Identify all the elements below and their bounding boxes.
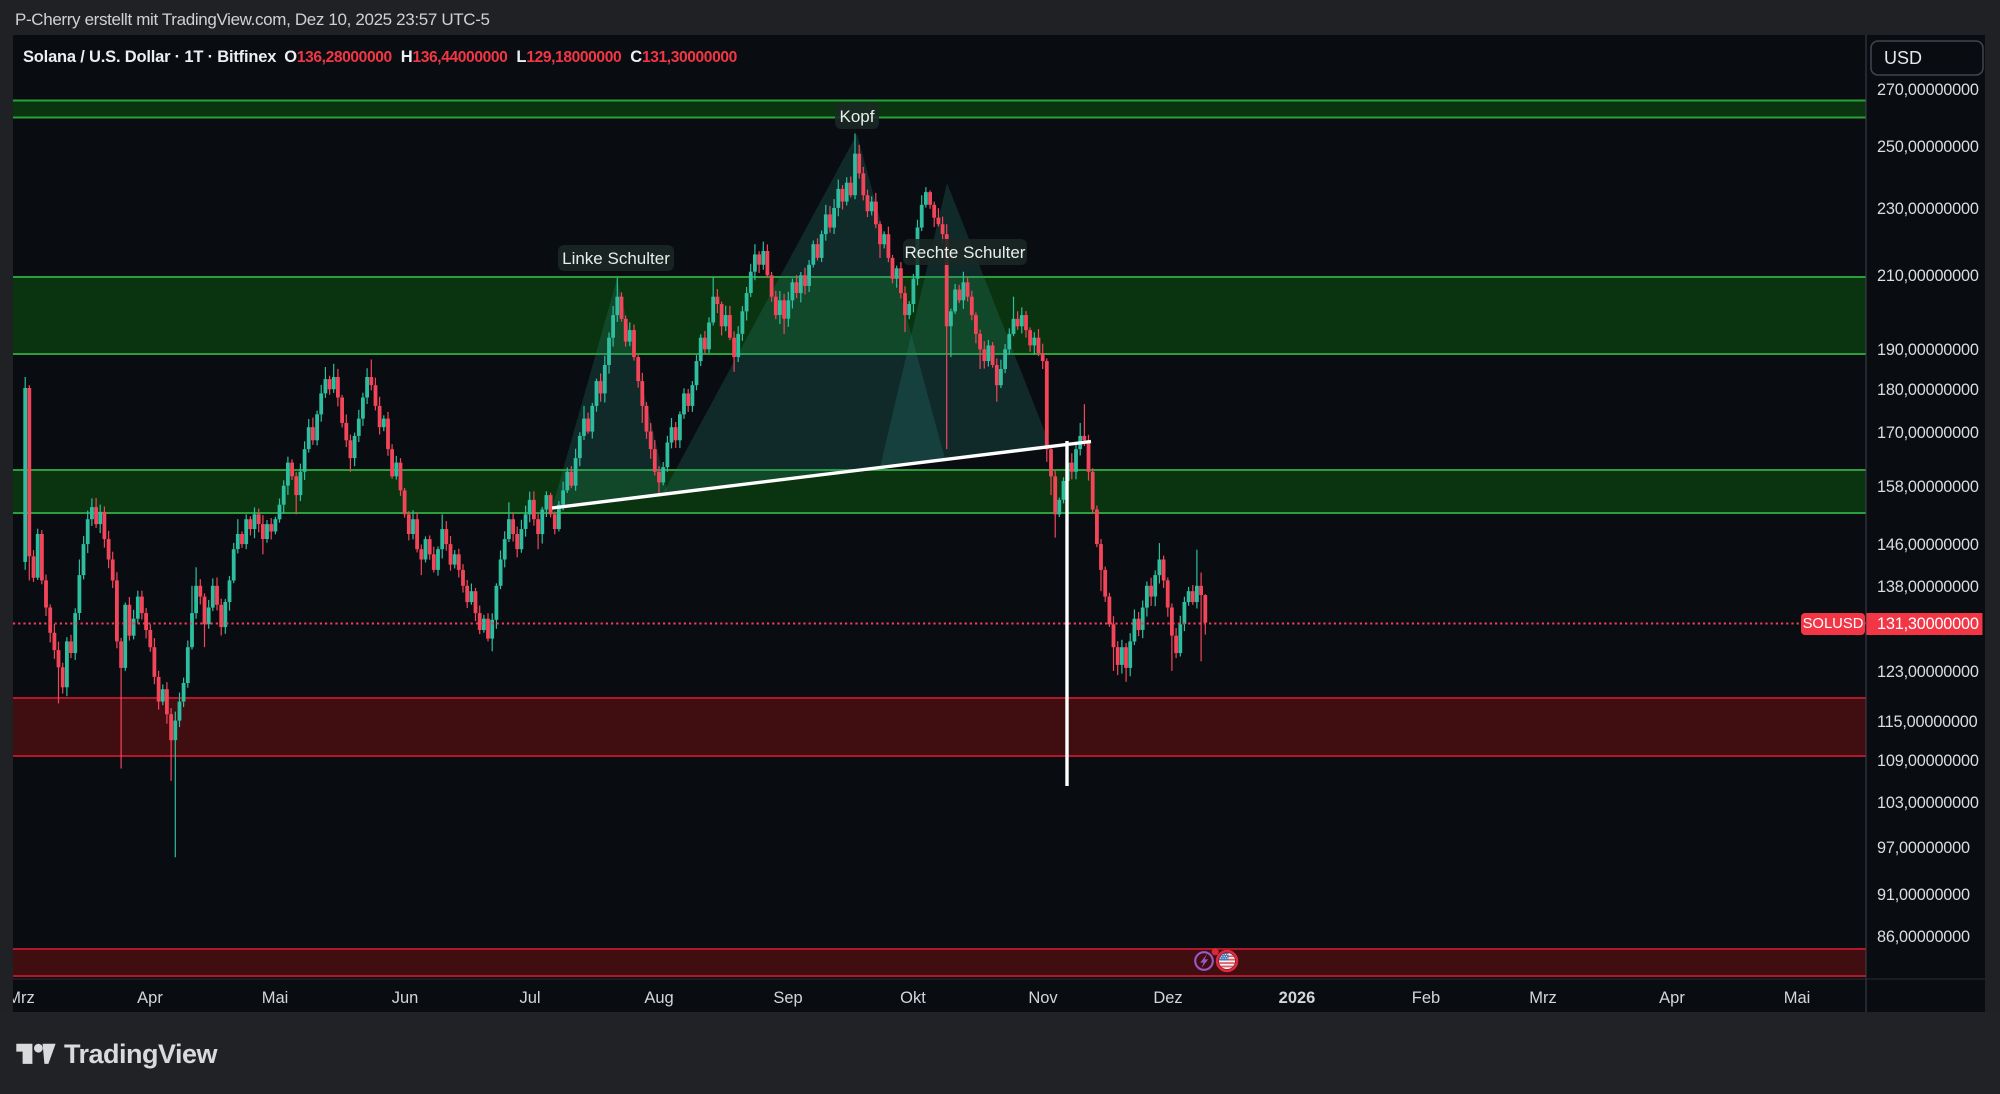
svg-text:158,00000000: 158,00000000 bbox=[1877, 478, 1979, 496]
svg-text:210,00000000: 210,00000000 bbox=[1877, 267, 1979, 285]
svg-text:Rechte Schulter: Rechte Schulter bbox=[905, 243, 1026, 262]
svg-text:USD: USD bbox=[1884, 48, 1922, 68]
svg-text:Jun: Jun bbox=[392, 989, 419, 1007]
svg-text:230,00000000: 230,00000000 bbox=[1877, 200, 1979, 218]
svg-text:115,00000000: 115,00000000 bbox=[1877, 713, 1978, 731]
svg-text:Sep: Sep bbox=[773, 989, 802, 1007]
svg-text:Linke Schulter: Linke Schulter bbox=[562, 249, 670, 268]
svg-text:270,00000000: 270,00000000 bbox=[1877, 81, 1979, 99]
svg-text:146,00000000: 146,00000000 bbox=[1877, 536, 1979, 554]
svg-text:97,00000000: 97,00000000 bbox=[1877, 839, 1970, 857]
svg-text:131,30000000: 131,30000000 bbox=[1877, 615, 1979, 633]
svg-text:Mrz: Mrz bbox=[1529, 989, 1557, 1007]
svg-text:180,00000000: 180,00000000 bbox=[1877, 381, 1979, 399]
svg-text:Dez: Dez bbox=[1153, 989, 1182, 1007]
svg-text:103,00000000: 103,00000000 bbox=[1877, 794, 1979, 812]
svg-text:Okt: Okt bbox=[900, 989, 926, 1007]
svg-text:Apr: Apr bbox=[137, 989, 163, 1007]
svg-text:SOLUSD: SOLUSD bbox=[1803, 616, 1864, 632]
svg-text:Aug: Aug bbox=[644, 989, 673, 1007]
svg-text:138,00000000: 138,00000000 bbox=[1877, 578, 1979, 596]
svg-text:91,00000000: 91,00000000 bbox=[1877, 886, 1970, 904]
svg-text:123,00000000: 123,00000000 bbox=[1877, 663, 1979, 681]
svg-text:Kopf: Kopf bbox=[840, 107, 875, 126]
svg-text:250,00000000: 250,00000000 bbox=[1877, 138, 1979, 156]
svg-text:170,00000000: 170,00000000 bbox=[1877, 424, 1979, 442]
svg-text:Apr: Apr bbox=[1659, 989, 1685, 1007]
svg-text:Mai: Mai bbox=[1784, 989, 1811, 1007]
svg-text:Nov: Nov bbox=[1028, 989, 1058, 1007]
svg-text:Solana / U.S. Dollar · 1T · Bi: Solana / U.S. Dollar · 1T · Bitfinex O136… bbox=[23, 48, 738, 66]
svg-text:Mrz: Mrz bbox=[7, 989, 35, 1007]
svg-text:Jul: Jul bbox=[519, 989, 540, 1007]
svg-text:109,00000000: 109,00000000 bbox=[1877, 752, 1979, 770]
svg-text:2026: 2026 bbox=[1279, 989, 1316, 1007]
svg-text:Mai: Mai bbox=[262, 989, 289, 1007]
svg-text:P-Cherry erstellt mit TradingV: P-Cherry erstellt mit TradingView.com, D… bbox=[15, 10, 490, 29]
svg-text:TradingView: TradingView bbox=[64, 1039, 219, 1069]
svg-text:Feb: Feb bbox=[1412, 989, 1440, 1007]
svg-text:86,00000000: 86,00000000 bbox=[1877, 928, 1970, 946]
svg-text:190,00000000: 190,00000000 bbox=[1877, 341, 1979, 359]
